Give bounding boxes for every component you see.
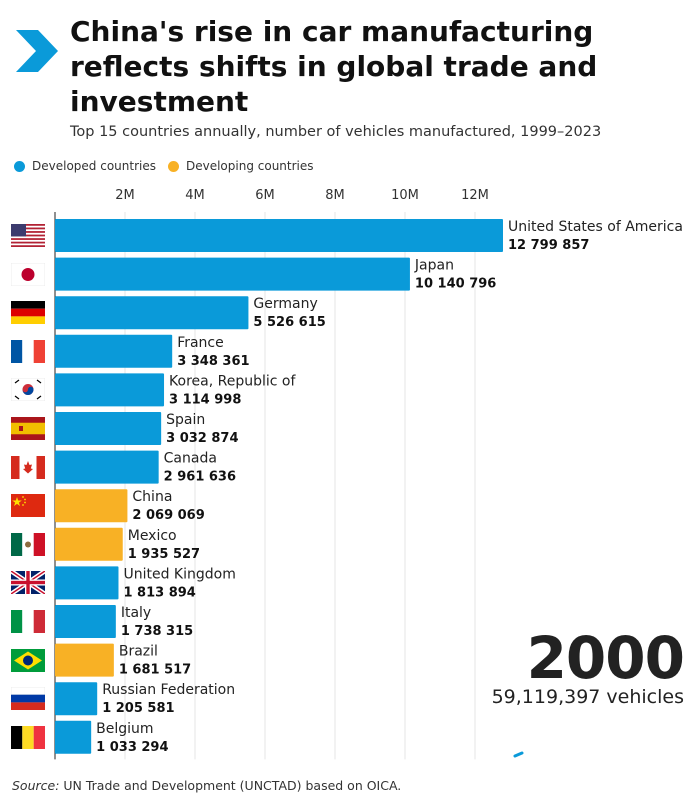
bar: [55, 682, 98, 716]
legend-item-developing: Developing countries: [167, 159, 314, 173]
bar: [55, 412, 162, 445]
x-tick-label: 12M: [461, 188, 489, 203]
legend-label-developing: Developing countries: [185, 159, 314, 173]
bar-value-label: 3 114 998: [169, 392, 241, 407]
russia-flag-icon: [11, 687, 45, 711]
japan-flag-icon: [11, 262, 45, 286]
belgium-flag-icon: [11, 725, 45, 749]
china-flag-icon: [11, 494, 45, 518]
brazil-flag-icon: [11, 648, 45, 672]
bar-country-label: China: [132, 489, 172, 505]
bar: [55, 489, 128, 523]
france-flag-icon: [11, 339, 45, 363]
bar-country-label: Mexico: [128, 528, 177, 544]
italy-flag-icon: [11, 610, 45, 633]
x-tick-label: 8M: [325, 188, 345, 203]
bar: [55, 566, 119, 600]
bar-country-label: Belgium: [96, 721, 153, 737]
bar-value-label: 3 032 874: [166, 431, 238, 446]
bar-value-label: 12 799 857: [508, 238, 589, 253]
mexico-flag-icon: [11, 532, 45, 556]
bar: [55, 643, 114, 677]
bar: [55, 450, 159, 484]
bar-value-label: 3 348 361: [177, 354, 249, 369]
bar-value-label: 1 033 294: [96, 740, 168, 755]
bar-value-label: 1 813 894: [123, 585, 195, 600]
bar-value-label: 10 140 796: [415, 277, 496, 292]
legend-dot-developed: [14, 160, 25, 172]
bar-value-label: 5 526 615: [253, 315, 325, 330]
chevron-right-icon: [16, 30, 58, 72]
bar-value-label: 1 681 517: [119, 663, 191, 678]
total-vehicles: 59,119,397 vehicles: [491, 686, 684, 708]
bar-country-label: United States of America: [508, 219, 683, 235]
bar-country-label: Japan: [414, 258, 454, 274]
germany-flag-icon: [11, 301, 45, 325]
legend-dot-developing: [167, 160, 179, 172]
spain-flag-icon: [11, 417, 45, 440]
bar: [55, 605, 116, 638]
x-tick-label: 6M: [255, 188, 275, 203]
bar-country-label: United Kingdom: [123, 566, 235, 582]
x-tick-label: 10M: [391, 188, 419, 203]
source-note: Source: UN Trade and Development (UNCTAD…: [12, 778, 401, 793]
bar-country-label: Brazil: [119, 644, 158, 660]
bar-country-label: Germany: [253, 296, 317, 312]
accent-mark: [513, 751, 524, 758]
bar-value-label: 1 935 527: [128, 547, 200, 562]
bar: [55, 720, 92, 754]
bar: [55, 373, 165, 407]
x-tick-label: 4M: [185, 188, 205, 203]
year-display: 2000: [526, 624, 685, 692]
bar-country-label: Russian Federation: [102, 682, 235, 698]
bar-value-label: 2 069 069: [132, 508, 204, 523]
korea-flag-icon: [11, 378, 45, 402]
chart-title: China's rise in car manufacturing reflec…: [70, 15, 598, 118]
legend-item-developed: Developed countries: [14, 159, 156, 173]
uk-flag-icon: [11, 571, 45, 595]
bar: [55, 296, 249, 330]
bar: [55, 334, 173, 368]
bar-country-label: Korea, Republic of: [169, 373, 296, 389]
bar-country-label: France: [177, 335, 224, 351]
legend: Developed countries Developing countries: [14, 159, 326, 173]
bar-country-label: Canada: [164, 451, 217, 467]
x-tick-label: 2M: [115, 188, 135, 203]
bar-value-label: 1 205 581: [102, 701, 174, 716]
usa-flag-icon: [11, 224, 45, 247]
canada-flag-icon: [11, 455, 45, 479]
bar: [55, 527, 123, 561]
bar: [55, 257, 410, 291]
legend-label-developed: Developed countries: [32, 159, 156, 173]
bar-country-label: Italy: [121, 605, 151, 621]
source-text: UN Trade and Development (UNCTAD) based …: [59, 778, 402, 793]
source-label: Source:: [12, 778, 60, 793]
bar-value-label: 1 738 315: [121, 624, 193, 639]
bar-value-label: 2 961 636: [164, 470, 236, 485]
chart-subtitle: Top 15 countries annually, number of veh…: [70, 124, 602, 140]
bar: [55, 219, 503, 252]
bar-country-label: Spain: [166, 412, 205, 428]
